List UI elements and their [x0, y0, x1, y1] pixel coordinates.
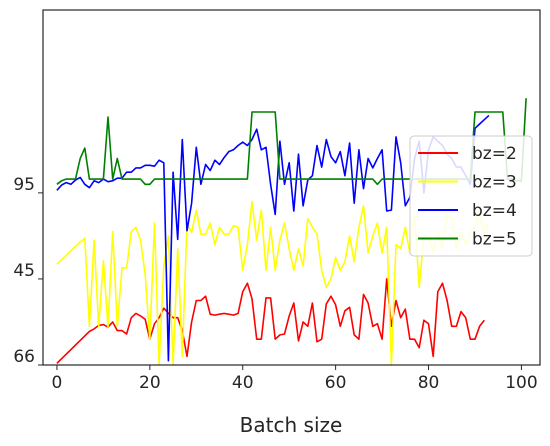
legend-label: bz=2: [472, 144, 517, 164]
x-axis-label: Batch size: [240, 413, 343, 437]
legend: bz=2 bz=3 bz=4 bz=5: [409, 135, 533, 257]
legend-label: bz=5: [472, 230, 517, 250]
y-tick-label: 66: [13, 347, 35, 367]
x-tick-label: 60: [325, 373, 347, 393]
legend-label: bz=3: [472, 173, 517, 193]
x-tick-label: 40: [232, 373, 254, 393]
y-tick-label: 45: [13, 261, 35, 281]
legend-label: bz=4: [472, 201, 517, 221]
x-tick-label: 0: [52, 373, 63, 393]
plot-frame: [42, 9, 541, 366]
series-line-bz-2: [56, 278, 485, 364]
y-tick-label: 95: [13, 175, 35, 195]
x-tick-label: 80: [418, 373, 440, 393]
x-tick-label: 20: [139, 373, 161, 393]
legend-box: [409, 135, 533, 257]
x-tick-label: 100: [505, 373, 537, 393]
series-line-bz-3: [56, 200, 490, 366]
